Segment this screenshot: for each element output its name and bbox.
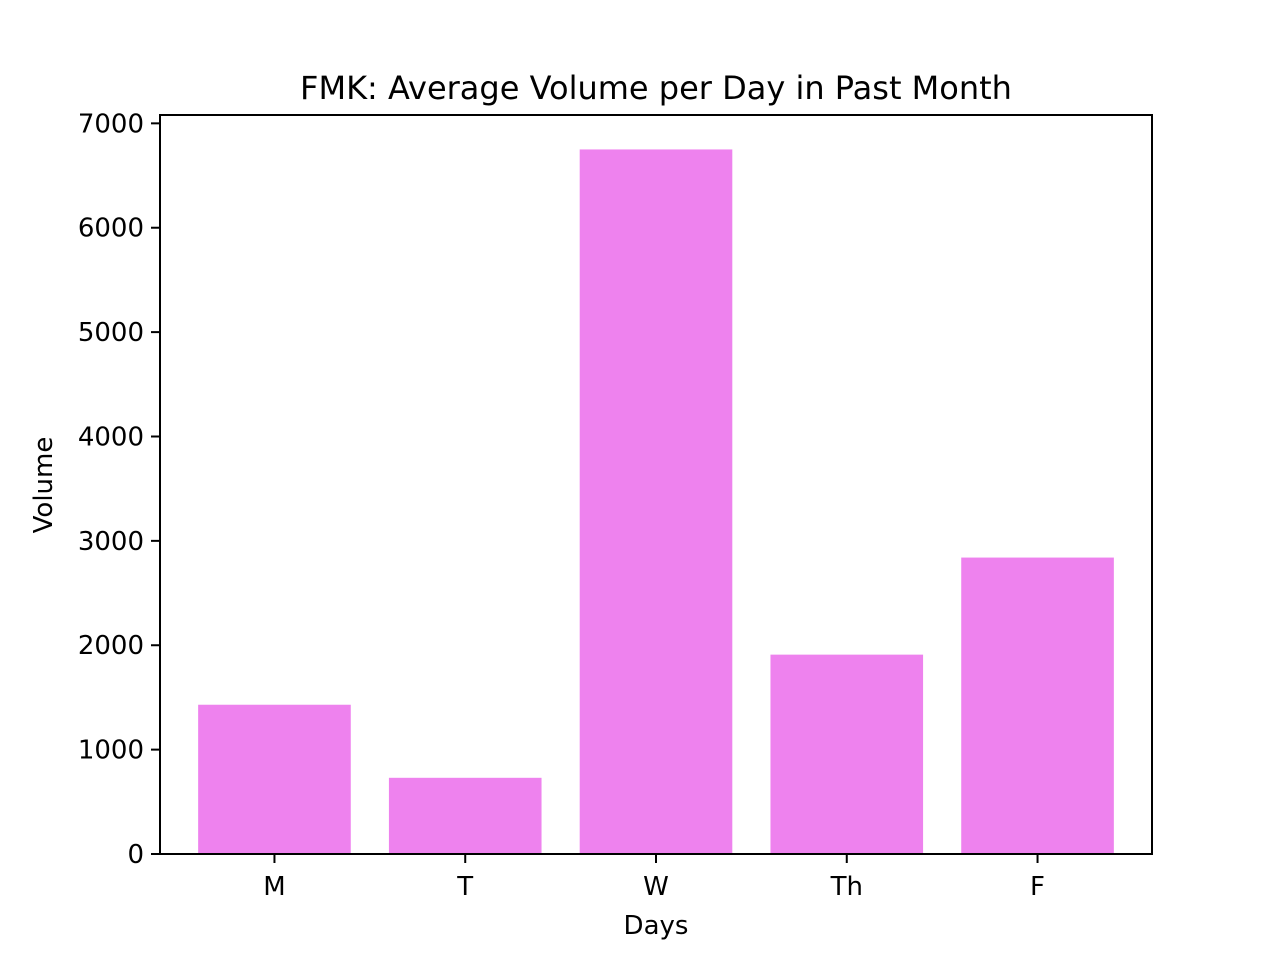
y-axis: 0 1000 2000 3000 4000 5000 6000 7000: [78, 109, 160, 870]
y-tick-label: 0: [127, 840, 144, 870]
bars-group: [198, 149, 1114, 854]
x-tick-label: Th: [830, 872, 863, 902]
x-tick-label: W: [643, 872, 669, 902]
y-tick-label: 2000: [78, 631, 144, 661]
y-tick-label: 4000: [78, 422, 144, 452]
x-axis: M T W Th F: [263, 854, 1045, 902]
y-tick-label: 6000: [78, 214, 144, 244]
bar-f: [961, 557, 1114, 854]
y-tick-label: 1000: [78, 736, 144, 766]
y-tick-label: 3000: [78, 527, 144, 557]
plot-area-frame: [159, 114, 1153, 855]
x-tick-label: F: [1030, 872, 1045, 902]
y-tick-label: 7000: [78, 109, 144, 139]
bar-t: [388, 777, 542, 854]
bar-w: [579, 149, 733, 854]
x-tick-label: M: [263, 872, 285, 902]
y-axis-label: Volume: [29, 437, 59, 534]
y-tick-label: 5000: [78, 318, 144, 348]
bar-th: [770, 654, 924, 854]
x-axis-label: Days: [624, 911, 689, 941]
bar-m: [198, 704, 351, 854]
chart-title: FMK: Average Volume per Day in Past Mont…: [300, 69, 1012, 107]
x-tick-label: T: [456, 872, 473, 902]
